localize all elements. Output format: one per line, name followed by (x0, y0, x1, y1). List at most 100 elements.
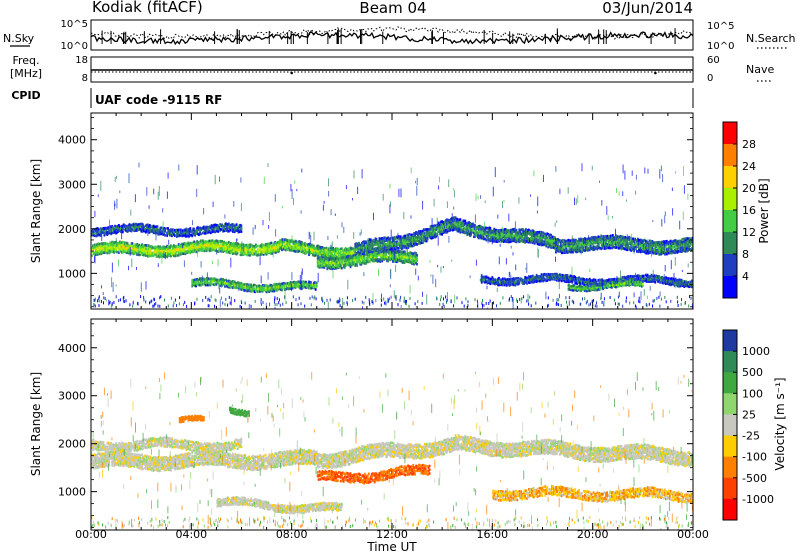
power-cell-1359 (354, 250, 357, 254)
power-cell-3938 (208, 277, 211, 281)
power-cell-47 (100, 250, 103, 253)
power-cell-4272 (304, 280, 306, 284)
power-cell-1552 (386, 243, 388, 246)
power-cell-2196 (495, 240, 497, 243)
power-cell-919 (268, 242, 271, 245)
power-cell-3058 (640, 243, 643, 246)
power-cell-1515 (380, 240, 383, 244)
power-cell-3168 (660, 250, 662, 254)
power-cell-351 (158, 251, 161, 254)
power-cell-1407 (362, 247, 364, 251)
power-cell-1869 (440, 229, 442, 232)
power-cell-3244 (671, 242, 674, 246)
power-cell-4459 (345, 257, 348, 261)
power-cell-4200 (284, 284, 287, 288)
power-cell-1404 (361, 241, 363, 245)
power-cell-2363 (521, 228, 524, 231)
power-cell-899 (265, 253, 268, 256)
power-cell-4303 (314, 288, 317, 291)
power-cell-1500 (377, 241, 380, 244)
power-cell-2697 (578, 242, 580, 245)
power-cell-3959 (216, 281, 219, 285)
power-cell-4181 (279, 282, 281, 286)
power-cell-4762 (407, 252, 410, 255)
power-cell-1304 (341, 249, 344, 252)
power-cell-3071 (642, 239, 645, 242)
power-cell-4704 (396, 258, 399, 262)
power-cell-1949 (452, 223, 455, 226)
power-cell-4036 (237, 281, 240, 284)
power-cell-2902 (613, 246, 616, 249)
power-cell-4534 (361, 256, 363, 260)
power-cell-708 (227, 250, 229, 253)
power-cell-3986 (224, 281, 226, 285)
power-cell-4832 (486, 281, 489, 285)
power-cell-1315 (344, 248, 347, 252)
power-cell-3097 (647, 245, 650, 249)
power-cell-2233 (501, 240, 503, 243)
power-cell-277 (145, 254, 147, 257)
power-cell-3945 (210, 277, 213, 280)
power-cell-3983 (223, 279, 225, 282)
power-cell-457 (178, 249, 181, 253)
power-cell-3479 (121, 230, 124, 234)
power-cell-807 (245, 243, 248, 247)
power-cell-1110 (304, 245, 306, 249)
power-cell-1377 (357, 247, 360, 250)
power-cell-1330 (347, 247, 350, 250)
power-cell-1623 (398, 244, 401, 248)
power-cell-3889 (195, 284, 197, 288)
power-cell-296 (147, 252, 150, 255)
power-cell-3586 (152, 226, 155, 230)
power-cell-2959 (623, 243, 626, 246)
power-cell-3842 (231, 230, 234, 233)
power-cell-481 (183, 250, 186, 253)
power-cell-3645 (172, 233, 174, 237)
power-cell-4248 (298, 285, 301, 288)
power-cell-1729 (416, 237, 418, 241)
power-cell-1533 (383, 242, 386, 246)
power-cell-4655 (386, 250, 388, 253)
power-cell-4020 (233, 280, 236, 284)
power-cell-4891 (504, 281, 507, 285)
power-cell-2901 (612, 236, 615, 239)
power-cell-1824 (432, 232, 435, 235)
power-cell-2448 (535, 231, 538, 234)
power-cell-2931 (618, 246, 621, 250)
power-cell-850 (254, 245, 256, 248)
power-cell-428 (173, 244, 175, 247)
power-cell-4317 (317, 256, 320, 260)
power-cell-2924 (616, 235, 619, 238)
power-cell-2348 (519, 240, 522, 243)
power-cell-3567 (147, 231, 150, 234)
power-cell-2672 (574, 246, 577, 250)
power-cell-3229 (669, 248, 672, 251)
power-cell-4346 (323, 264, 326, 267)
power-cell-928 (270, 245, 273, 248)
power-cell-2056 (470, 230, 472, 234)
power-cell-414 (170, 244, 172, 247)
power-cell-3572 (148, 229, 151, 232)
power-cell-3739 (200, 228, 202, 232)
power-cell-680 (221, 240, 223, 243)
power-cell-3563 (146, 223, 148, 227)
power-cell-3171 (660, 245, 662, 249)
power-cell-2810 (597, 244, 600, 247)
power-cell-3488 (125, 229, 128, 233)
power-cell-2888 (611, 237, 613, 241)
power-cell-3796 (216, 226, 219, 230)
power-cell-1272 (336, 255, 338, 259)
power-cell-3551 (142, 223, 144, 226)
power-cell-1037 (290, 245, 293, 249)
power-cell-3426 (106, 233, 109, 236)
power-cell-272 (143, 245, 145, 248)
power-cell-3287 (679, 239, 682, 243)
nsky-tick-top: 10^5 (61, 19, 88, 30)
power-cell-982 (281, 248, 283, 252)
power-cell-3233 (669, 239, 672, 243)
power-cell-4065 (246, 284, 249, 288)
power-cell-4477 (349, 257, 352, 260)
power-cell-1291 (339, 256, 342, 260)
power-cell-551 (196, 240, 198, 243)
power-cell-3780 (211, 225, 214, 228)
